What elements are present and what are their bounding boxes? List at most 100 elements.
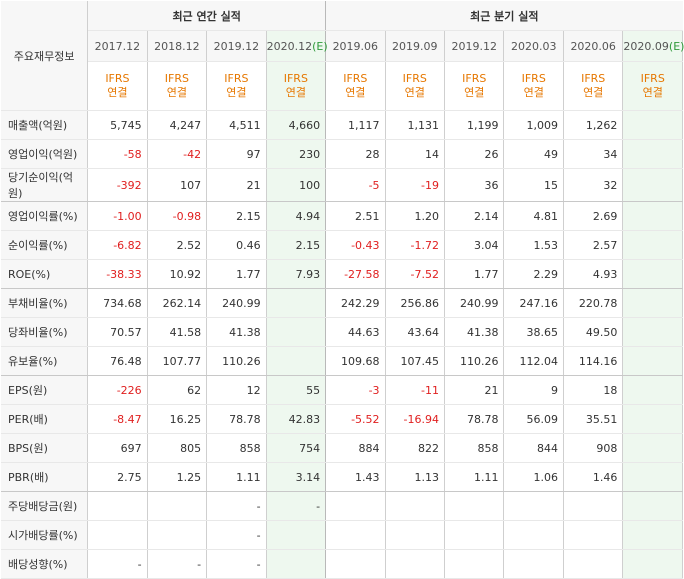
value-cell bbox=[266, 346, 327, 376]
value-cell: 1.20 bbox=[385, 201, 446, 231]
value-cell bbox=[622, 404, 683, 434]
value-cell: 1,131 bbox=[385, 110, 446, 140]
value-cell bbox=[622, 317, 683, 347]
value-cell bbox=[385, 491, 446, 521]
row-label: 영업이익률(%) bbox=[1, 201, 89, 231]
ifrs-basis-cell: IFRS 연결 bbox=[385, 61, 446, 111]
annual-period-2: 2019.12 bbox=[206, 30, 267, 62]
value-cell: 41.38 bbox=[444, 317, 505, 347]
value-cell: 2.52 bbox=[147, 230, 208, 260]
value-cell: 21 bbox=[444, 375, 505, 405]
ifrs-basis-cell: IFRS 연결 bbox=[503, 61, 564, 111]
value-cell bbox=[444, 520, 505, 550]
value-cell: -8.47 bbox=[87, 404, 148, 434]
table-row: 영업이익(억원) -58 -42 97 230 28 14 26 49 34 bbox=[1, 139, 683, 169]
ifrs-basis-cell: IFRS 연결 bbox=[622, 61, 683, 111]
annual-period-3: 2020.12(E) bbox=[266, 30, 328, 62]
value-cell: 55 bbox=[266, 375, 327, 405]
value-cell: 15 bbox=[503, 168, 564, 202]
value-cell: 100 bbox=[266, 168, 327, 202]
ifrs-basis-cell: IFRS 연결 bbox=[444, 61, 505, 111]
table-row: PBR(배) 2.75 1.25 1.11 3.14 1.43 1.13 1.11 1.06 1.… bbox=[1, 462, 683, 492]
value-cell: 97 bbox=[206, 139, 267, 169]
consolidated-label: 연결 bbox=[226, 86, 247, 99]
value-cell: 1.06 bbox=[503, 462, 564, 492]
value-cell: 32 bbox=[563, 168, 624, 202]
row-label: EPS(원) bbox=[1, 375, 89, 405]
value-cell: 1.77 bbox=[206, 259, 267, 289]
quarter-period-1: 2019.09 bbox=[385, 30, 446, 62]
value-cell: 4.81 bbox=[503, 201, 564, 231]
row-label: 주당배당금(원) bbox=[1, 491, 89, 521]
consolidated-label: 연결 bbox=[166, 86, 188, 99]
ifrs-label: IFRS bbox=[462, 72, 487, 85]
value-cell: -3 bbox=[325, 375, 386, 405]
value-cell bbox=[622, 168, 683, 202]
value-cell: 240.99 bbox=[206, 288, 267, 318]
row-label: ROE(%) bbox=[1, 259, 89, 289]
consolidated-label: 연결 bbox=[285, 86, 306, 99]
value-cell: -38.33 bbox=[87, 259, 148, 289]
value-cell: - bbox=[266, 491, 327, 521]
consolidated-label: 연결 bbox=[464, 86, 485, 99]
ifrs-label: IFRS bbox=[521, 72, 546, 85]
value-cell: 1.13 bbox=[385, 462, 446, 492]
row-label: 당기순이익(억원) bbox=[1, 168, 89, 202]
value-cell: - bbox=[87, 549, 148, 579]
table-row: PER(배) -8.47 16.25 78.78 42.83 -5.52 -16.94 78.… bbox=[1, 404, 683, 434]
value-cell: -0.43 bbox=[325, 230, 386, 260]
value-cell bbox=[622, 110, 683, 140]
estimate-tag: (E) bbox=[312, 39, 328, 53]
value-cell: 2.57 bbox=[563, 230, 624, 260]
value-cell: 107.77 bbox=[147, 346, 208, 376]
estimate-tag: (E) bbox=[668, 39, 684, 53]
period-label: 2019.09 bbox=[392, 39, 438, 53]
row-label: 당좌비율(%) bbox=[1, 317, 89, 347]
period-label: 2019.06 bbox=[332, 39, 379, 53]
value-cell: -27.58 bbox=[325, 259, 386, 289]
value-cell: 112.04 bbox=[503, 346, 564, 376]
row-label: 순이익률(%) bbox=[1, 230, 89, 260]
period-label: 2018.12 bbox=[154, 39, 200, 53]
value-cell: 4,660 bbox=[266, 110, 327, 140]
row-label: PER(배) bbox=[1, 404, 89, 434]
period-label: 2020.09 bbox=[623, 39, 669, 53]
value-cell: 41.38 bbox=[206, 317, 267, 347]
value-cell: 2.75 bbox=[87, 462, 148, 492]
value-cell: 10.92 bbox=[147, 259, 208, 289]
value-cell bbox=[622, 491, 683, 521]
value-cell: 1.11 bbox=[206, 462, 267, 492]
value-cell: 247.16 bbox=[503, 288, 564, 318]
value-cell: 16.25 bbox=[147, 404, 208, 434]
value-cell: 1.53 bbox=[503, 230, 564, 260]
value-cell bbox=[87, 520, 148, 550]
value-cell: 21 bbox=[206, 168, 267, 202]
value-cell: 1,262 bbox=[563, 110, 624, 140]
value-cell: 1.25 bbox=[147, 462, 208, 492]
value-cell: -6.82 bbox=[87, 230, 148, 260]
table-row: 부채비율(%) 734.68 262.14 240.99 242.29 256.86 240… bbox=[1, 288, 683, 318]
period-label: 2020.03 bbox=[510, 39, 557, 53]
value-cell bbox=[622, 139, 683, 169]
value-cell: 49 bbox=[503, 139, 564, 169]
value-cell bbox=[385, 549, 446, 579]
period-label: 2019.12 bbox=[213, 39, 260, 53]
annual-period-0: 2017.12 bbox=[87, 30, 148, 62]
consolidated-label: 연결 bbox=[583, 86, 604, 99]
ifrs-basis-cell: IFRS 연결 bbox=[266, 61, 327, 111]
value-cell: 76.48 bbox=[87, 346, 148, 376]
period-label: 2019.12 bbox=[451, 39, 498, 53]
value-cell: 110.26 bbox=[444, 346, 505, 376]
corner-label: 주요재무정보 bbox=[1, 1, 89, 111]
value-cell: 4,511 bbox=[206, 110, 267, 140]
value-cell: 26 bbox=[444, 139, 505, 169]
value-cell: -1.72 bbox=[385, 230, 446, 260]
value-cell bbox=[563, 491, 624, 521]
ifrs-label: IFRS bbox=[283, 72, 308, 85]
value-cell: 4,247 bbox=[147, 110, 208, 140]
value-cell: 2.29 bbox=[503, 259, 564, 289]
ifrs-label: IFRS bbox=[581, 72, 606, 85]
value-cell: -11 bbox=[385, 375, 446, 405]
row-label: 시가배당률(%) bbox=[1, 520, 89, 550]
